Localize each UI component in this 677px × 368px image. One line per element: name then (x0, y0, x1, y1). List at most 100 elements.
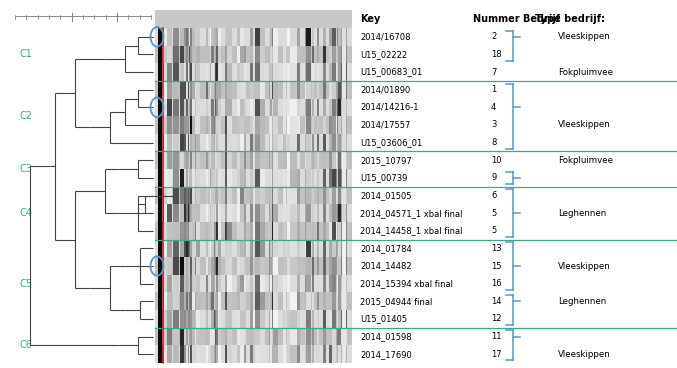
Bar (338, 151, 343, 169)
Bar (227, 134, 232, 151)
Bar (196, 187, 200, 204)
Bar (158, 222, 162, 240)
Bar (162, 310, 165, 328)
Bar (159, 328, 162, 346)
Bar (215, 151, 217, 169)
Bar (271, 310, 274, 328)
Bar (297, 328, 300, 346)
Bar (159, 257, 162, 275)
Bar (250, 134, 255, 151)
Bar (237, 240, 244, 257)
Text: 2014/17557: 2014/17557 (360, 120, 410, 130)
Bar (206, 46, 208, 63)
Bar (323, 81, 326, 99)
Bar (273, 99, 278, 116)
Bar (342, 151, 345, 169)
Bar (342, 116, 345, 134)
Bar (305, 346, 309, 363)
Bar (317, 310, 319, 328)
Bar (215, 46, 219, 63)
Bar (227, 204, 232, 222)
Bar (271, 28, 274, 46)
Bar (342, 240, 345, 257)
Bar (336, 293, 341, 310)
Bar (190, 63, 196, 81)
Bar (165, 169, 168, 187)
Bar (206, 346, 208, 363)
Bar (162, 46, 165, 63)
Bar (181, 46, 188, 63)
Bar (237, 257, 244, 275)
Bar (255, 28, 260, 46)
Bar (273, 81, 278, 99)
Bar (305, 116, 309, 134)
Bar (261, 116, 265, 134)
Bar (269, 204, 274, 222)
Bar (269, 134, 274, 151)
Bar (173, 328, 179, 346)
Bar (342, 151, 347, 169)
Bar (271, 257, 274, 275)
Bar (173, 328, 175, 346)
Bar (159, 116, 162, 134)
Bar (159, 134, 162, 151)
Bar (167, 81, 172, 99)
Bar (283, 116, 286, 134)
Bar (317, 275, 319, 293)
Bar (332, 275, 338, 293)
Bar (190, 275, 196, 293)
Bar (173, 257, 175, 275)
Bar (189, 116, 195, 134)
Bar (274, 346, 275, 363)
Bar (255, 346, 260, 363)
Bar (192, 81, 198, 99)
Bar (290, 169, 297, 187)
Bar (190, 134, 196, 151)
Bar (227, 346, 232, 363)
Bar (189, 151, 195, 169)
Bar (338, 240, 343, 257)
Bar (250, 81, 255, 99)
Bar (255, 310, 261, 328)
Bar (179, 63, 181, 81)
Bar (338, 293, 343, 310)
Bar (214, 293, 217, 310)
Bar (194, 310, 196, 328)
Bar (179, 134, 181, 151)
Bar (184, 99, 190, 116)
Text: 2014_04571_1 xbal final: 2014_04571_1 xbal final (360, 209, 462, 217)
Bar (272, 257, 274, 275)
Bar (311, 46, 314, 63)
Bar (214, 257, 217, 275)
Bar (274, 222, 275, 240)
Bar (336, 204, 341, 222)
Bar (206, 293, 208, 310)
Bar (162, 328, 165, 346)
Bar (306, 99, 311, 116)
Bar (271, 187, 274, 204)
Bar (269, 187, 274, 204)
Bar (290, 151, 297, 169)
Bar (290, 134, 297, 151)
Bar (173, 81, 179, 99)
Bar (329, 46, 336, 63)
Bar (185, 204, 188, 222)
Bar (273, 257, 278, 275)
Bar (184, 275, 190, 293)
Bar (210, 46, 217, 63)
Bar (336, 134, 341, 151)
Bar (290, 222, 297, 240)
Bar (162, 151, 165, 169)
Bar (225, 240, 230, 257)
Bar (167, 257, 170, 275)
Bar (210, 63, 217, 81)
Bar (323, 204, 326, 222)
Text: U15_01405: U15_01405 (360, 314, 407, 323)
Text: 15: 15 (491, 262, 502, 270)
Bar (338, 346, 343, 363)
Bar (272, 28, 274, 46)
Bar (332, 169, 338, 187)
Bar (162, 293, 169, 310)
Bar (273, 240, 278, 257)
Bar (271, 46, 274, 63)
